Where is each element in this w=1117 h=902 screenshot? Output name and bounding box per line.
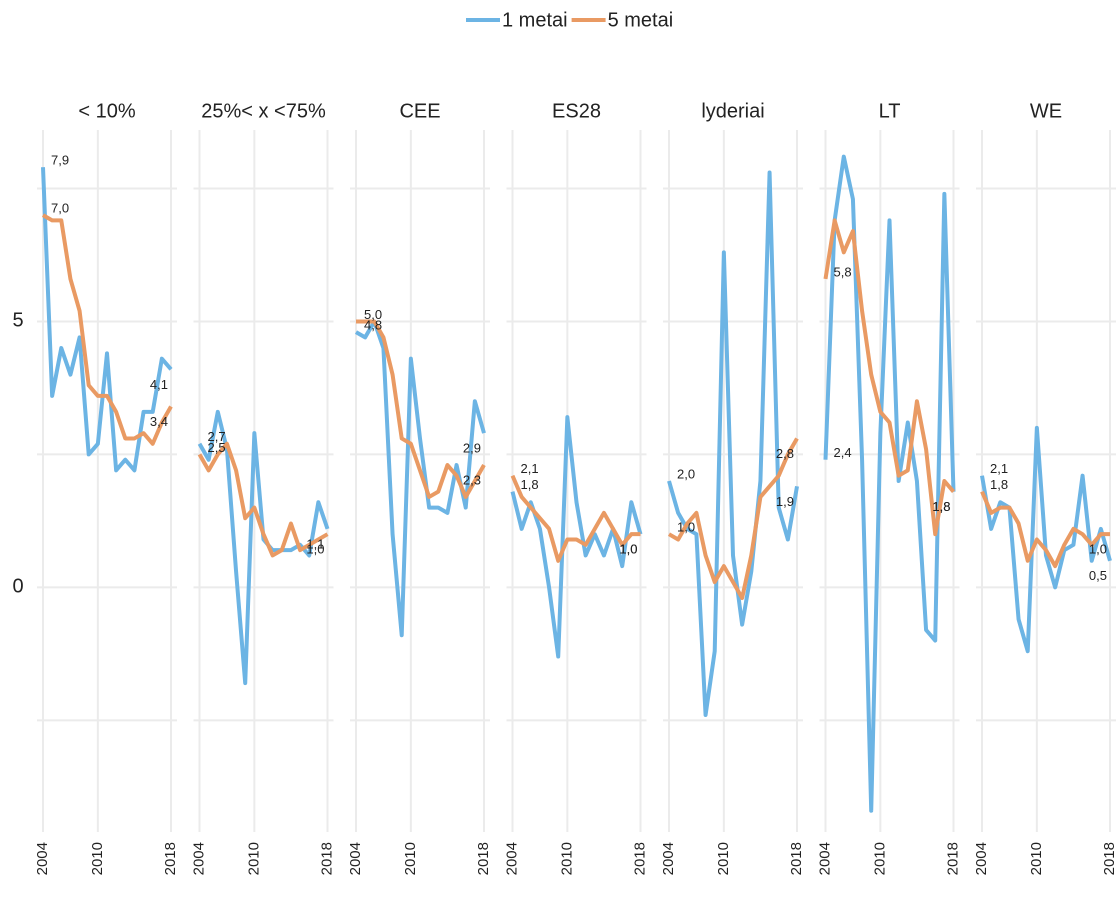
value-label: 5,8 xyxy=(834,264,852,279)
value-label: 7,9 xyxy=(51,153,69,168)
value-label: 2,9 xyxy=(463,441,481,456)
y-tick-label: 5 xyxy=(12,310,23,332)
x-tick-label: 2010 xyxy=(245,842,262,875)
value-label: 2,1 xyxy=(521,461,539,476)
series-line xyxy=(823,154,956,813)
series-line xyxy=(356,319,486,499)
x-tick-label: 2010 xyxy=(558,842,575,875)
facet-title: LT xyxy=(879,100,901,122)
value-label: 1,0 xyxy=(1089,542,1107,557)
series-line xyxy=(667,170,799,717)
x-tick-label: 2010 xyxy=(402,842,419,875)
value-label: 3,4 xyxy=(150,414,168,429)
value-label: 1,9 xyxy=(776,494,794,509)
x-tick-label: 2010 xyxy=(1028,842,1045,875)
value-label: 2,0 xyxy=(677,466,695,481)
x-tick-label: 2018 xyxy=(318,842,335,875)
value-label: 1,8 xyxy=(521,477,539,492)
x-tick-label: 2004 xyxy=(34,842,51,875)
x-tick-label: 2018 xyxy=(1101,842,1117,875)
value-label: 2,4 xyxy=(834,445,852,460)
facet-title: WE xyxy=(1030,100,1062,122)
value-label: 5,0 xyxy=(364,307,382,322)
value-label: 2,5 xyxy=(208,440,226,455)
series-line xyxy=(510,474,641,563)
series-line xyxy=(980,425,1112,654)
value-label: 1,0 xyxy=(306,542,324,557)
value-label: 2,7 xyxy=(208,429,226,444)
series-line xyxy=(667,437,799,600)
x-tick-label: 2018 xyxy=(162,842,179,875)
value-label: 4,8 xyxy=(364,318,382,333)
value-label: 1,8 xyxy=(932,499,950,514)
value-label: 1,8 xyxy=(990,477,1008,492)
facet-title: lyderiai xyxy=(701,100,764,122)
facet-title: < 10% xyxy=(78,100,135,122)
x-tick-label: 2004 xyxy=(660,842,677,875)
legend-label: 1 metai xyxy=(502,9,568,31)
x-tick-label: 2004 xyxy=(816,842,833,875)
x-tick-label: 2018 xyxy=(944,842,961,875)
x-tick-label: 2004 xyxy=(190,842,207,875)
value-label: 7,0 xyxy=(51,201,69,216)
facet-title: 25%< x <75% xyxy=(201,100,326,122)
x-tick-label: 2010 xyxy=(715,842,732,875)
value-label: 1,0 xyxy=(677,520,695,535)
facet-title: CEE xyxy=(399,100,440,122)
y-tick-label: 0 xyxy=(12,576,23,598)
legend-label: 5 metai xyxy=(608,9,674,31)
value-label: 1,8 xyxy=(932,499,950,514)
series-line xyxy=(510,415,643,659)
value-label: 4,1 xyxy=(150,377,168,392)
value-label: 2,1 xyxy=(990,461,1008,476)
series-line xyxy=(197,441,329,558)
value-label: 2,3 xyxy=(463,472,481,487)
x-tick-label: 2004 xyxy=(973,842,990,875)
value-label: 0,5 xyxy=(1089,568,1107,583)
x-tick-label: 2010 xyxy=(89,842,106,875)
series-line xyxy=(41,167,173,473)
value-label: 2,8 xyxy=(776,446,794,461)
x-tick-label: 2018 xyxy=(631,842,648,875)
series-line xyxy=(823,218,956,537)
x-tick-label: 2004 xyxy=(503,842,520,875)
x-tick-label: 2018 xyxy=(475,842,492,875)
series-line xyxy=(980,490,1110,569)
value-label: 1,0 xyxy=(619,542,637,557)
value-label: 1,1 xyxy=(306,536,324,551)
x-tick-label: 2010 xyxy=(871,842,888,875)
x-tick-label: 2004 xyxy=(347,842,364,875)
series-line xyxy=(197,409,330,686)
x-tick-label: 2018 xyxy=(788,842,805,875)
facet-title: ES28 xyxy=(552,100,601,122)
series-line xyxy=(41,213,173,446)
value-label: 1,0 xyxy=(619,542,637,557)
